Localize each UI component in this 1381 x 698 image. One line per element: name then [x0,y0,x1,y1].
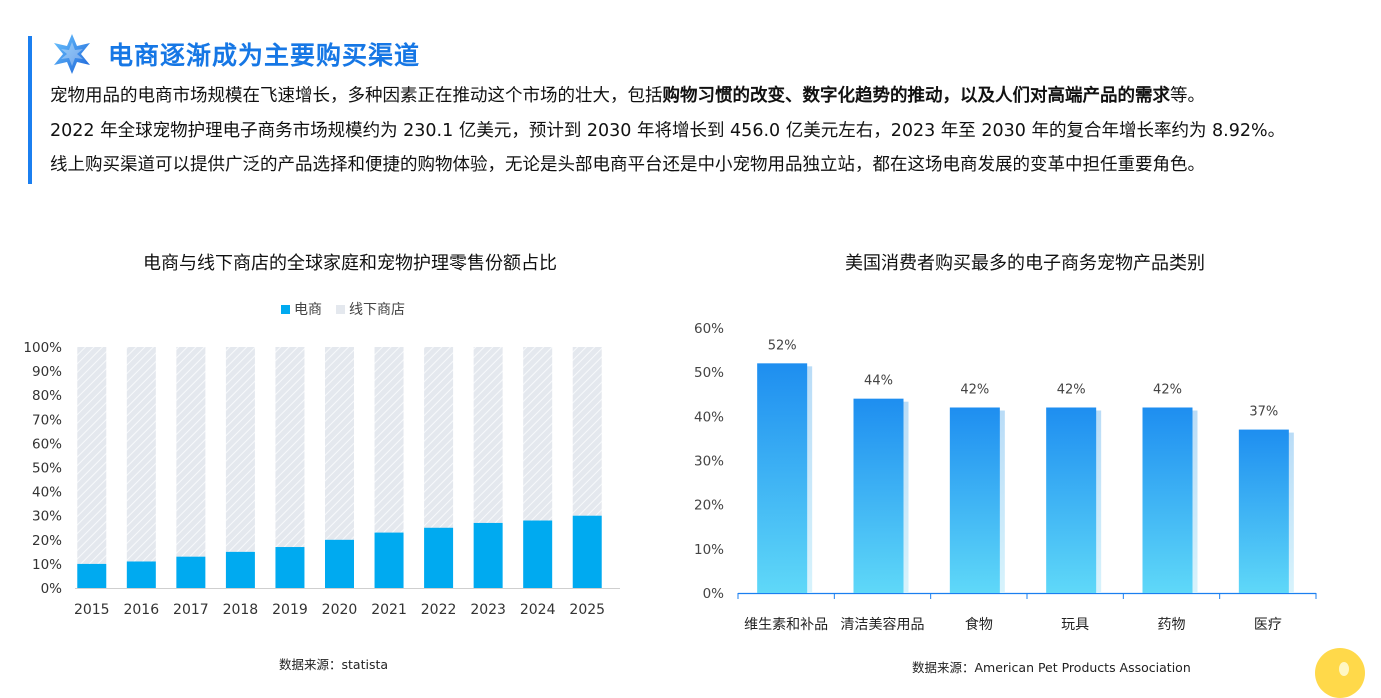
bar-ecommerce-2018 [225,551,255,588]
chart1-legend: 电商 线下商店 [281,299,405,319]
y-tick-label: 30% [32,509,62,525]
data-label: 37% [1249,405,1278,420]
accent-bar [28,36,32,184]
bar-ecommerce-2016 [126,561,156,588]
y-tick-label: 50% [32,461,62,477]
x-tick-label: 清洁美容用品 [841,616,925,633]
bar-ecommerce-2021 [374,532,404,588]
x-tick-label: 食物 [965,616,993,633]
chart2-title: 美国消费者购买最多的电子商务宠物产品类别 [845,253,1205,274]
bar-offline-2019 [275,347,305,548]
x-tick-label: 药物 [1158,617,1186,633]
paragraph-text: 等。 [1170,86,1205,106]
chart1-source: 数据来源：statista [279,657,389,672]
paragraph-text: 宠物用品的电商市场规模在飞速增长，多种因素正在推动这个市场的壮大，包括 [50,86,663,106]
data-label: 42% [1153,383,1182,398]
chart1-title: 电商与线下商店的全球家庭和宠物护理零售份额占比 [143,253,557,274]
bar-offline-2020 [325,347,354,540]
chart2-source: 数据来源：American Pet Products Association [912,660,1191,675]
y-tick-label: 50% [694,365,724,381]
y-tick-label: 0% [41,581,63,597]
x-tick-label: 2019 [272,602,308,618]
y-tick-label: 20% [32,533,62,549]
bar-category-1 [757,363,808,593]
chart2-svg: 60% 50% 40% 30% 20% 10% 0% 52% 维生素和补品 44% 清洁美容用品 42… [694,321,1317,633]
bar-ecommerce-2024 [523,520,553,588]
data-label: 42% [1057,383,1086,398]
y-tick-label: 0% [703,586,725,602]
x-tick-label: 医疗 [1254,617,1282,633]
bar-ecommerce-2019 [275,547,305,588]
bar-category-6 [1238,429,1289,593]
bar-category-2 [853,398,904,593]
x-tick-label: 2021 [371,602,407,618]
paragraph-line-1: 宠物用品的电商市场规模在飞速增长，多种因素正在推动这个市场的壮大，包括购物习惯的… [50,84,1205,108]
paragraph-line-2: 2022 年全球宠物护理电子商务市场规模约为 230.1 亿美元，预计到 203… [50,121,1286,141]
y-tick-label: 80% [32,388,62,404]
bar-offline-2015 [77,347,107,564]
x-tick-label: 2022 [421,602,457,618]
x-tick-label: 2020 [322,602,358,618]
bar-category-4 [1046,407,1097,593]
bar-ecommerce-2025 [572,515,602,588]
y-tick-label: 40% [694,409,724,425]
bar-offline-2024 [523,347,553,521]
bar-offline-2023 [473,347,503,523]
paragraph-line-3: 线上购买渠道可以提供广泛的产品选择和便捷的购物体验，无论是头部电商平台还是中小宠… [50,155,1205,175]
y-tick-label: 70% [32,412,62,428]
legend-swatch-ecommerce [281,304,290,314]
bar-ecommerce-2017 [176,556,206,588]
bar-offline-2022 [424,347,454,528]
y-tick-label: 90% [32,364,62,380]
data-label: 42% [960,383,989,398]
bar-ecommerce-2023 [473,522,503,588]
legend-label-offline: 线下商店 [349,302,405,318]
y-tick-label: 60% [694,321,724,337]
y-tick-label: 60% [32,436,62,452]
y-tick-label: 10% [32,557,62,573]
bar-ecommerce-2015 [77,563,107,588]
y-tick-label: 20% [694,498,724,514]
y-tick-label: 30% [694,454,724,470]
x-tick-label: 2018 [223,602,259,618]
page-title: 电商逐渐成为主要购买渠道 [108,41,421,70]
x-tick-label: 2024 [520,602,556,618]
x-tick-label: 维生素和补品 [744,617,828,633]
x-tick-label: 2023 [470,602,506,618]
bar-offline-2016 [126,347,156,562]
bar-offline-2025 [572,347,602,516]
y-tick-label: 100% [23,340,62,356]
chart1-svg: 100% 90% 80% 70% 60% 50% 40% 30% 20% 10% 0% 2015 201… [23,340,620,618]
y-tick-label: 40% [32,485,62,501]
bar-category-5 [1142,407,1193,593]
bar-offline-2017 [176,347,206,557]
bar-offline-2018 [225,347,255,552]
x-tick-label: 2016 [123,602,159,618]
x-tick-label: 2017 [173,602,209,618]
x-tick-label: 2025 [569,602,605,618]
data-label: 52% [768,338,797,353]
x-tick-label: 玩具 [1061,617,1089,633]
bar-ecommerce-2022 [424,527,454,588]
y-tick-label: 10% [694,542,724,558]
data-label: 44% [864,374,893,389]
bar-category-3 [949,407,1000,593]
star-icon [54,34,90,74]
x-tick-label: 2015 [74,602,110,618]
chat-bubble-icon[interactable] [1315,648,1365,698]
bar-offline-2021 [374,347,404,533]
legend-swatch-offline [336,304,345,314]
paragraph-bold-text: 购物习惯的改变、数字化趋势的推动，以及人们对高端产品的需求 [662,86,1171,106]
legend-label-ecommerce: 电商 [294,302,322,318]
bar-ecommerce-2020 [325,539,354,588]
